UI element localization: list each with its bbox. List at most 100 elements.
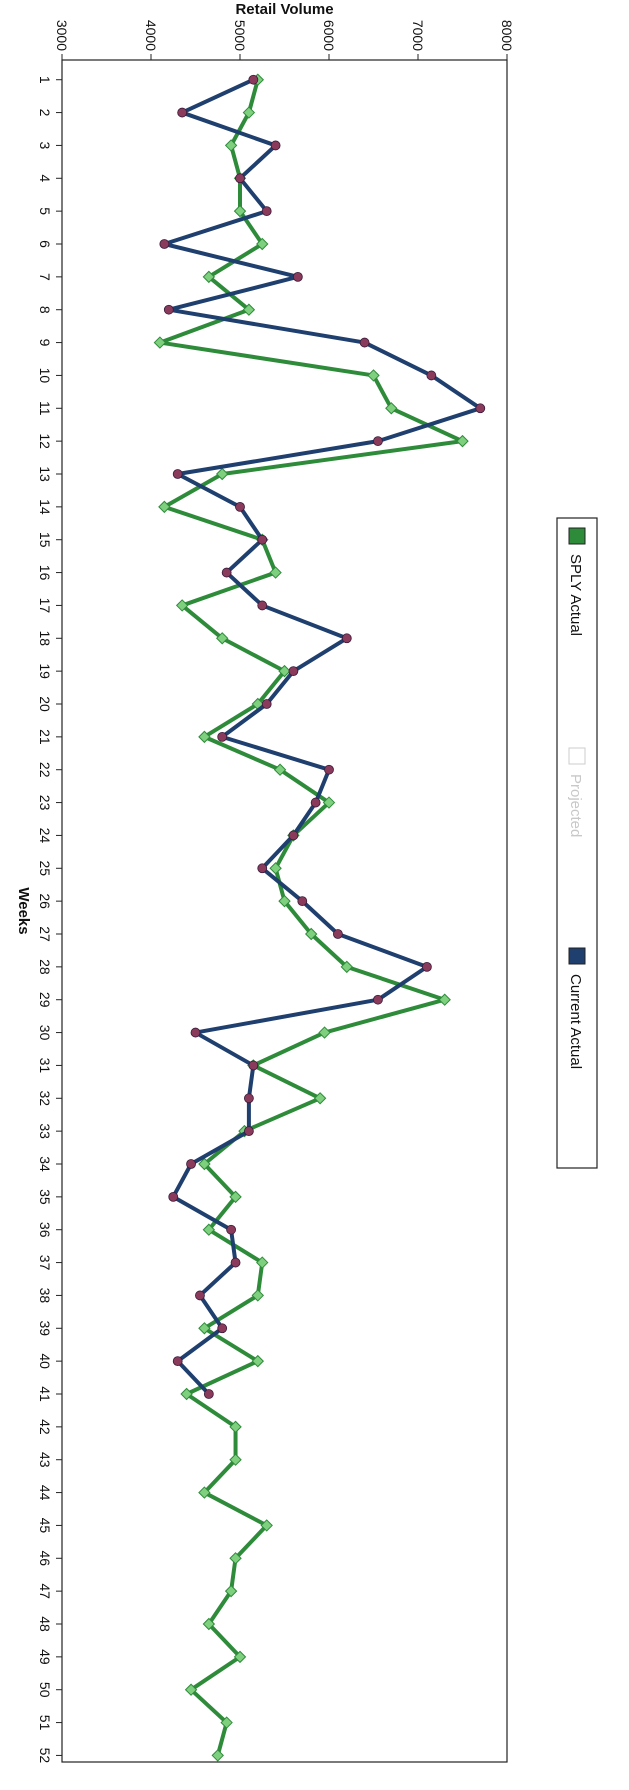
y-tick-label: 6000 bbox=[321, 20, 337, 51]
sply-actual-point bbox=[184, 1683, 198, 1696]
x-tick-label: 13 bbox=[37, 466, 53, 482]
y-tick-label: 4000 bbox=[143, 20, 159, 51]
current-actual-point bbox=[248, 74, 259, 85]
sply-actual-point bbox=[229, 1453, 242, 1466]
current-actual-point bbox=[257, 863, 268, 874]
sply-actual-point bbox=[385, 402, 398, 415]
x-tick-label: 16 bbox=[37, 565, 53, 581]
sply-actual-point bbox=[229, 1420, 242, 1434]
x-tick-label: 5 bbox=[37, 207, 53, 215]
x-tick-label: 25 bbox=[37, 860, 53, 876]
current-actual-point bbox=[221, 567, 232, 578]
current-actual-point bbox=[341, 633, 352, 644]
sply-actual-point bbox=[229, 1190, 242, 1204]
x-tick-label: 35 bbox=[37, 1189, 53, 1205]
x-tick-label: 2 bbox=[37, 109, 53, 117]
sply-actual-point bbox=[242, 106, 256, 119]
current-actual-point bbox=[324, 764, 334, 775]
sply-actual-point bbox=[367, 369, 380, 382]
current-actual-point bbox=[292, 271, 303, 282]
x-tick-label: 48 bbox=[37, 1616, 53, 1632]
x-tick-label: 9 bbox=[37, 339, 53, 347]
current-actual-point bbox=[243, 1093, 254, 1104]
current-actual-point bbox=[373, 994, 383, 1005]
current-actual-point bbox=[235, 501, 245, 512]
plot-frame bbox=[61, 59, 508, 1763]
sply-actual-point bbox=[198, 730, 211, 744]
x-tick-label: 37 bbox=[37, 1255, 53, 1271]
y-tick-label: 3000 bbox=[54, 20, 70, 51]
sply-actual-point bbox=[158, 500, 171, 514]
sply-actual-point bbox=[198, 1486, 211, 1499]
current-actual-point bbox=[195, 1290, 205, 1301]
current-actual-point bbox=[172, 469, 183, 479]
current-actual-point bbox=[226, 1224, 237, 1235]
sply-actual-point bbox=[251, 1354, 265, 1368]
current-actual-point bbox=[186, 1159, 196, 1169]
x-axis: 1234567891011121314151617181920212223242… bbox=[37, 76, 62, 1764]
sply-actual-point bbox=[198, 1322, 211, 1335]
x-tick-label: 18 bbox=[37, 630, 53, 646]
x-tick-label: 10 bbox=[37, 368, 53, 384]
legend-label-projected: Projected bbox=[567, 774, 584, 837]
legend-label-current-actual: Current Actual bbox=[567, 974, 584, 1069]
series-layer bbox=[153, 73, 486, 1762]
sply-actual-point bbox=[153, 336, 167, 349]
sply-actual-point bbox=[211, 1749, 224, 1762]
x-tick-label: 52 bbox=[37, 1748, 53, 1764]
sply-actual-point bbox=[202, 270, 216, 284]
x-tick-label: 7 bbox=[37, 273, 53, 281]
x-tick-label: 22 bbox=[37, 762, 53, 778]
sply-actual-point bbox=[278, 894, 291, 908]
x-tick-label: 29 bbox=[37, 992, 53, 1008]
x-tick-label: 3 bbox=[37, 142, 53, 150]
sply-actual-point bbox=[318, 1026, 331, 1039]
sply-actual-point bbox=[322, 796, 336, 809]
x-tick-label: 51 bbox=[37, 1715, 53, 1731]
y-tick-label: 7000 bbox=[410, 20, 426, 51]
current-actual-point bbox=[248, 1060, 259, 1071]
x-tick-label: 17 bbox=[37, 598, 53, 614]
current-actual-point bbox=[217, 731, 228, 742]
x-tick-label: 23 bbox=[37, 795, 53, 811]
x-tick-label: 11 bbox=[37, 401, 53, 416]
current-actual-point bbox=[421, 961, 432, 972]
current-actual-point bbox=[359, 337, 370, 348]
current-actual-point bbox=[159, 239, 170, 249]
sply-actual-point bbox=[269, 566, 282, 579]
sply-actual-point bbox=[233, 1650, 247, 1664]
current-actual-point bbox=[261, 206, 272, 217]
sply-actual-point bbox=[202, 1223, 216, 1236]
x-tick-label: 43 bbox=[37, 1452, 53, 1468]
current-actual-point bbox=[288, 666, 299, 677]
current-actual-point bbox=[177, 107, 188, 118]
x-tick-label: 44 bbox=[37, 1485, 53, 1501]
sply-actual-point bbox=[180, 1387, 193, 1401]
current-actual-point bbox=[261, 699, 272, 709]
current-actual-point bbox=[190, 1027, 201, 1038]
x-tick-label: 39 bbox=[37, 1320, 53, 1336]
current-actual-point bbox=[163, 304, 174, 315]
current-actual-point bbox=[475, 403, 486, 414]
sply-actual-point bbox=[215, 632, 229, 645]
y-axis: 3000 4000 5000 6000 7000 8000 bbox=[54, 20, 515, 60]
sply-actual-point bbox=[224, 1584, 238, 1598]
x-tick-label: 4 bbox=[37, 174, 53, 182]
sply-actual-point bbox=[456, 434, 469, 448]
x-tick-label: 14 bbox=[37, 499, 53, 515]
x-tick-label: 20 bbox=[37, 696, 53, 712]
x-tick-label: 46 bbox=[37, 1550, 53, 1566]
sply-actual-point bbox=[340, 960, 354, 974]
sply-actual-point bbox=[256, 1256, 269, 1269]
current-actual-point bbox=[257, 534, 268, 545]
current-actual-point bbox=[288, 830, 299, 841]
current-actual-point bbox=[172, 1356, 183, 1367]
x-tick-label: 50 bbox=[37, 1682, 53, 1698]
x-axis-title: Weeks bbox=[15, 887, 32, 934]
x-tick-label: 6 bbox=[37, 240, 53, 248]
y-axis-title: Retail Volume bbox=[235, 1, 333, 18]
sply-actual-point bbox=[220, 1716, 233, 1729]
legend-label-sply-actual: SPLY Actual bbox=[567, 554, 584, 636]
x-tick-label: 36 bbox=[37, 1222, 53, 1238]
